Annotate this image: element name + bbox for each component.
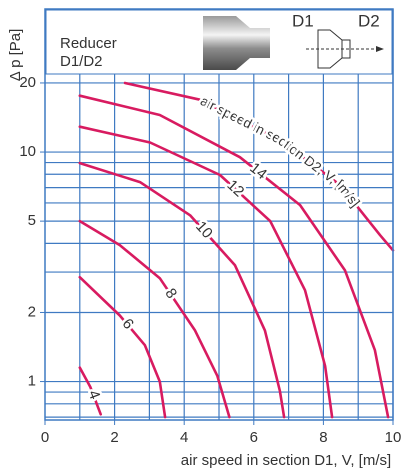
curve (78, 366, 102, 416)
curve (78, 94, 390, 419)
x-tick-label: 10 (385, 429, 402, 446)
x-tick-label: 0 (41, 429, 49, 446)
curves (78, 81, 395, 419)
y-tick-label: 10 (19, 143, 36, 160)
curve-annotation-text: air speed in section D2, V, [m/s] (196, 90, 366, 212)
y-tick-label: 20 (19, 74, 36, 91)
y-tick-label: 5 (28, 212, 36, 229)
curve (78, 161, 286, 419)
x-tick-label: 2 (110, 429, 118, 446)
x-tick-label: 6 (250, 429, 258, 446)
x-tick-label: 4 (180, 429, 188, 446)
curve-annotation: air speed in section D2, V, [m/s] (198, 93, 363, 210)
y-tick-label: 1 (28, 373, 36, 390)
diagram-label-d2: D2 (358, 11, 380, 30)
curve (78, 125, 334, 419)
header-title: Reducer (60, 35, 117, 52)
header-box: Reducer D1/D2 D1 D2 (45, 9, 393, 75)
plot-frame (44, 8, 394, 421)
curve (78, 275, 167, 419)
header-subtitle: D1/D2 (60, 53, 103, 70)
curve (123, 81, 395, 252)
curve (78, 219, 231, 419)
y-tick-label: 2 (28, 303, 36, 320)
curve-label: 8 (161, 285, 180, 301)
diagram-arrow (376, 46, 384, 52)
x-tick-label: 8 (319, 429, 327, 446)
diagram-label-d1: D1 (292, 11, 314, 30)
x-axis-label: air speed in section D1, V, [m/s] (181, 452, 391, 469)
reducer-image (203, 16, 270, 70)
y-axis-label: Δ p [Pa] (7, 29, 24, 82)
